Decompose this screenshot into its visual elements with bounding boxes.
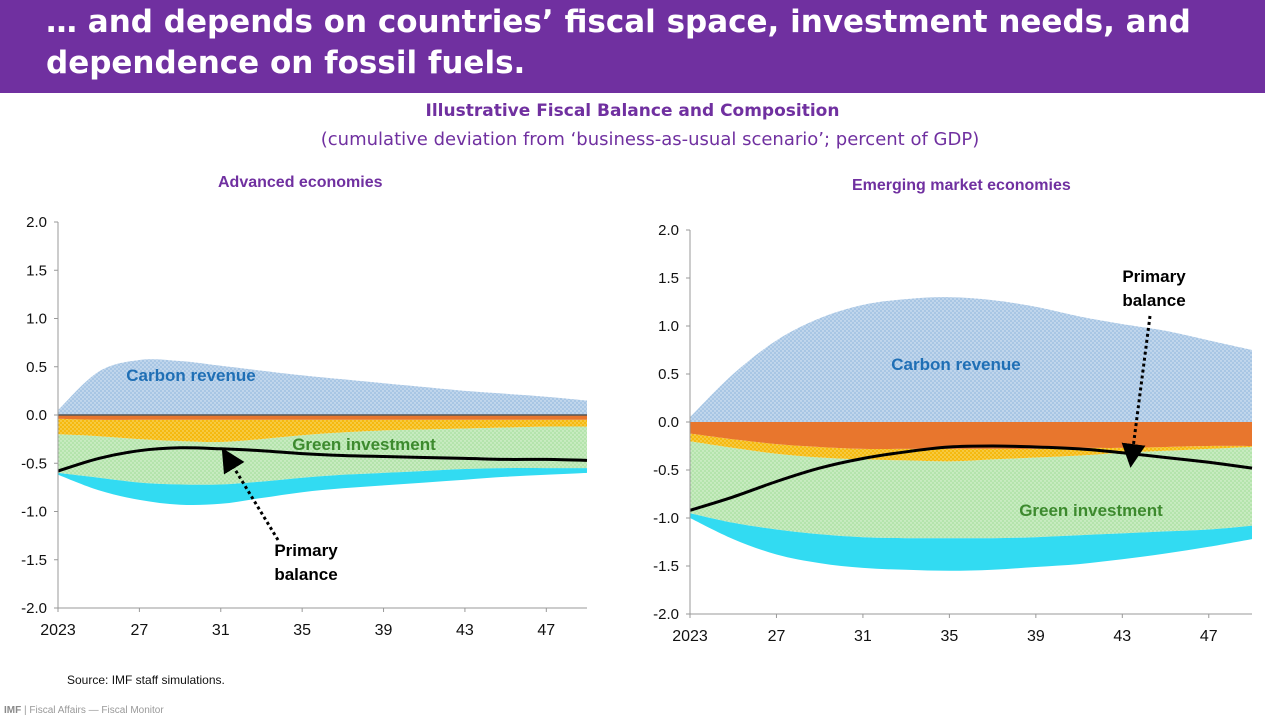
- x-tick-label: 43: [456, 622, 474, 639]
- carbon-revenue-label: Carbon revenue: [891, 355, 1020, 374]
- x-tick-label: 35: [293, 622, 311, 639]
- primary-balance-label-line2: balance: [1122, 291, 1185, 310]
- figure-subtitle: (cumulative deviation from ‘business-as-…: [320, 129, 980, 150]
- x-tick-label: 35: [940, 628, 958, 645]
- y-tick-label: 1.0: [26, 311, 47, 328]
- x-tick-label: 47: [537, 622, 555, 639]
- panel-title-advanced: Advanced economies: [218, 174, 383, 191]
- y-tick-label: 0.0: [658, 414, 679, 431]
- yellow-orange-area: [690, 433, 1252, 462]
- primary-balance-line: [689, 444, 1253, 512]
- y-tick-label: 2.0: [658, 222, 679, 239]
- y-tick-label: -2.0: [653, 606, 679, 623]
- chart-advanced-economies: 2.0 1.5 1.0 0.5 0.0 -0.5 -1.0 -1.5 -2.0 2023 27 31 3…: [21, 214, 588, 639]
- x-tick-label: 47: [1200, 628, 1218, 645]
- x-tick-label: 2023: [40, 622, 76, 639]
- y-tick-label: -0.5: [21, 455, 47, 472]
- x-tick-label: 2023: [672, 628, 708, 645]
- y-tick-label: 1.0: [658, 318, 679, 335]
- y-tick-label: -1.5: [21, 552, 47, 569]
- carbon-revenue-area: [690, 297, 1252, 422]
- x-tick-label: 43: [1113, 628, 1131, 645]
- y-tick-label: 0.5: [26, 359, 47, 376]
- y-tick-label: 1.5: [658, 270, 679, 287]
- y-tick-label: 2.0: [26, 214, 47, 231]
- y-tick-label: 0.5: [658, 366, 679, 383]
- cyan-area: [690, 513, 1252, 571]
- green-investment-label: Green investment: [1019, 501, 1163, 520]
- y-tick-label: -1.0: [21, 504, 47, 521]
- yellow-orange-area: [58, 418, 587, 443]
- y-tick-label: 1.5: [26, 262, 47, 279]
- panel-title-emerging: Emerging market economies: [852, 177, 1071, 194]
- y-tick-label: -2.0: [21, 600, 47, 617]
- x-tick-label: 27: [768, 628, 786, 645]
- dark-orange-area: [58, 415, 587, 420]
- y-tick-label: -0.5: [653, 462, 679, 479]
- primary-balance-line: [57, 446, 588, 473]
- y-tick-label: -1.5: [653, 558, 679, 575]
- chart-emerging-market-economies: 2.0 1.5 1.0 0.5 0.0 -0.5 -1.0 -1.5 -2.0 2023 27 31 3…: [653, 222, 1253, 645]
- x-tick-label: 31: [212, 622, 230, 639]
- footer-org: IMF: [4, 705, 22, 716]
- cyan-area: [58, 468, 587, 506]
- title-banner: … and depends on countries’ fiscal space…: [0, 0, 1265, 93]
- primary-balance-label-line2: balance: [274, 565, 337, 584]
- footer: IMF | Fiscal Affairs — Fiscal Monitor: [4, 705, 164, 716]
- footer-text: | Fiscal Affairs — Fiscal Monitor: [24, 705, 164, 716]
- source-note: Source: IMF staff simulations.: [67, 673, 225, 687]
- primary-balance-label: Primary: [274, 541, 338, 560]
- y-tick-label: 0.0: [26, 407, 47, 424]
- x-tick-label: 39: [375, 622, 393, 639]
- carbon-revenue-label: Carbon revenue: [126, 366, 255, 385]
- x-tick-label: 27: [130, 622, 148, 639]
- primary-balance-label: Primary: [1122, 267, 1186, 286]
- slide-title: … and depends on countries’ fiscal space…: [46, 4, 1191, 81]
- figure-title: Illustrative Fiscal Balance and Composit…: [425, 101, 840, 121]
- x-tick-label: 39: [1027, 628, 1045, 645]
- green-investment-label: Green investment: [292, 435, 436, 454]
- dark-orange-area: [690, 422, 1252, 450]
- primary-balance-arrow: [221, 447, 280, 541]
- x-tick-label: 31: [854, 628, 872, 645]
- y-tick-label: -1.0: [653, 510, 679, 527]
- carbon-revenue-area: [58, 359, 587, 415]
